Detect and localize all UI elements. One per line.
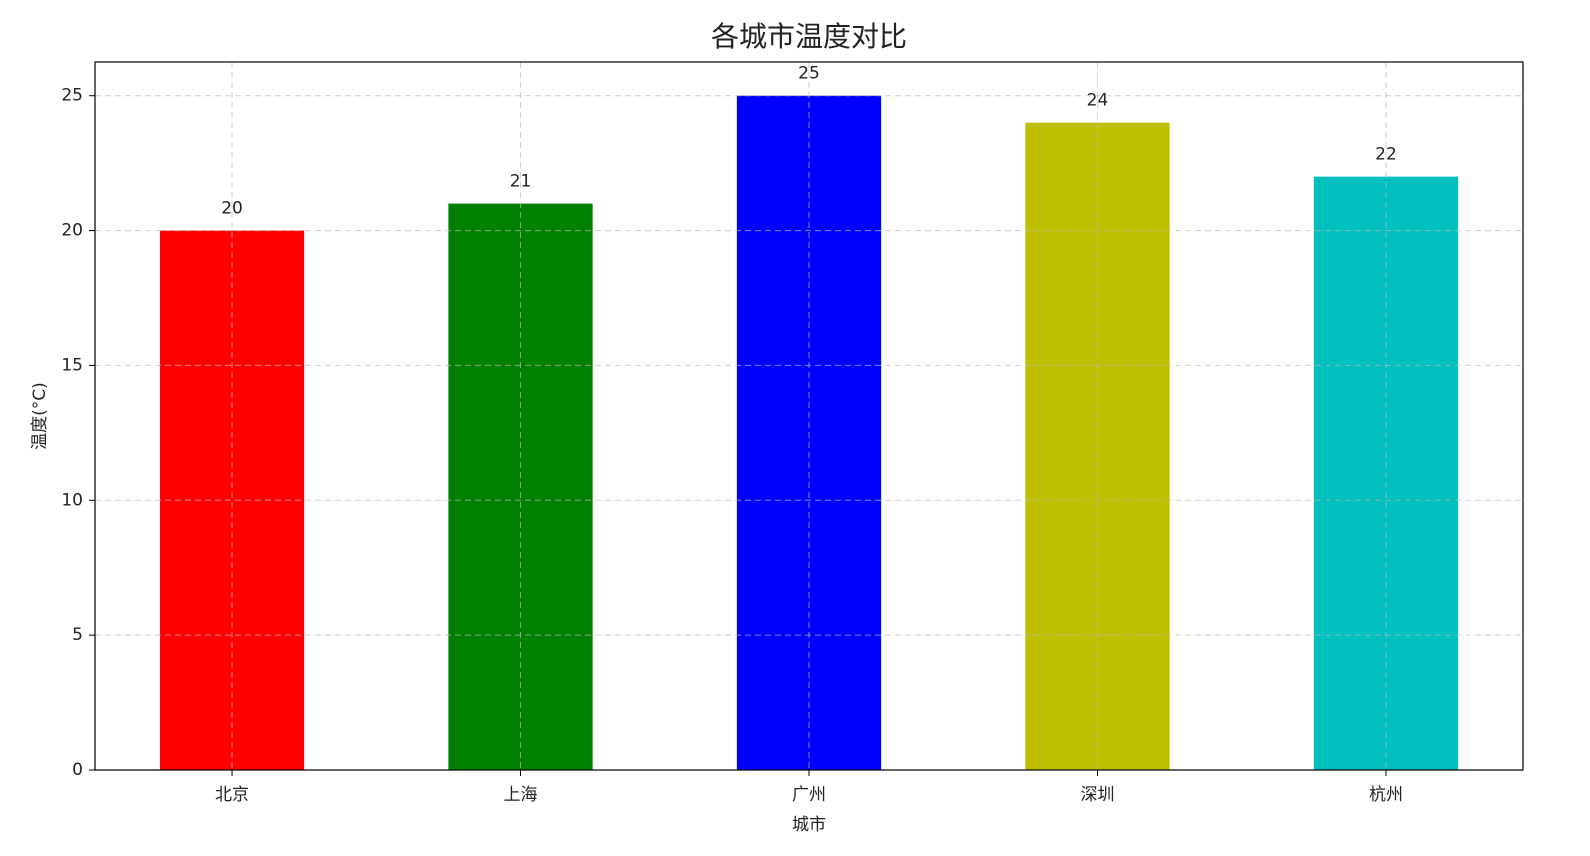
y-tick-label: 5 <box>72 625 83 645</box>
plot-frame <box>94 61 1524 771</box>
data-label: 24 <box>1087 91 1109 111</box>
x-tick-label: 北京 <box>215 785 249 805</box>
chart-title: 各城市温度对比 <box>711 20 907 53</box>
x-tick-label: 杭州 <box>1369 785 1403 805</box>
y-axis-label: 温度(°C) <box>30 382 50 450</box>
data-label: 21 <box>510 172 532 192</box>
y-tick-label: 10 <box>61 490 83 510</box>
y-tick-label: 25 <box>61 86 83 106</box>
x-tick-label: 深圳 <box>1080 785 1114 805</box>
y-tick-label: 0 <box>72 760 83 780</box>
x-tick-label: 广州 <box>792 785 826 805</box>
bar <box>159 230 305 771</box>
data-label: 20 <box>221 199 243 219</box>
y-tick-label: 15 <box>61 355 83 375</box>
x-axis-label: 城市 <box>792 815 826 835</box>
y-tick-label: 20 <box>61 221 83 241</box>
x-tick-label: 上海 <box>504 785 538 805</box>
